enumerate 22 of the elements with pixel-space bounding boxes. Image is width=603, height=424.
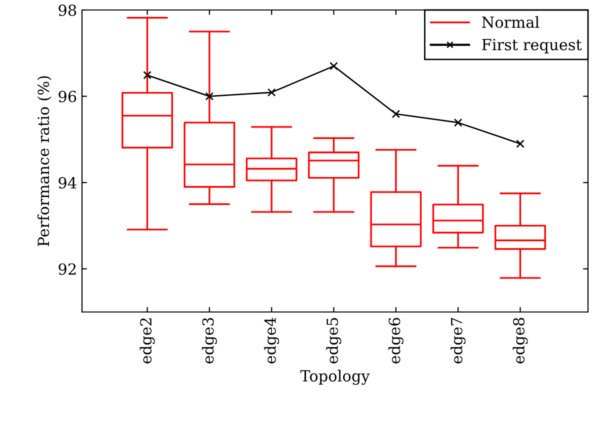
point	[143, 70, 152, 80]
legend-label: First request	[482, 38, 582, 54]
y-tick-label: 94	[58, 177, 76, 189]
x-tick-label: edge5	[326, 318, 342, 364]
x-tick-label: edge6	[388, 318, 404, 364]
point	[516, 140, 524, 148]
x-tick-label: edge4	[264, 318, 280, 364]
point	[267, 88, 276, 97]
legend-label: Normal	[482, 16, 540, 28]
x-tick-label: edge8	[512, 318, 528, 364]
point	[330, 62, 338, 70]
x-axis-title: Topology	[300, 370, 370, 385]
point	[454, 118, 462, 127]
y-axis-title: Performance ratio (%)	[37, 76, 52, 246]
y-tick-label: 92	[58, 263, 76, 275]
x-tick-label: edge3	[202, 318, 217, 364]
y-tick-label: 96	[58, 90, 76, 102]
point	[392, 110, 400, 118]
x-tick-label: edge7	[450, 318, 466, 364]
y-tick-label: 98	[58, 4, 76, 16]
point	[205, 92, 214, 100]
x-tick-label: edge2	[140, 318, 155, 364]
